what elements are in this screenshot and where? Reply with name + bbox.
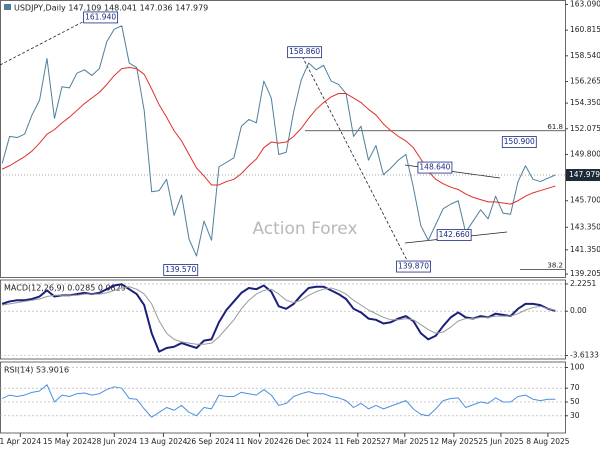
annotation-label: 150.900	[504, 137, 535, 146]
y-tick-label: 149.800	[570, 149, 600, 158]
annotation-box	[287, 46, 323, 59]
x-tick-label: 25 Jun 2025	[478, 437, 523, 446]
y-tick-label: 70	[570, 383, 580, 392]
rsi-panel	[0, 361, 566, 434]
annotation-label: 139.570	[165, 265, 196, 274]
price-panel	[0, 0, 566, 278]
annotation-label: 158.860	[289, 47, 320, 56]
annotation-box	[417, 161, 453, 174]
annotation: 142.660	[436, 229, 472, 241]
x-tick-label: 11 Nov 2024	[236, 437, 284, 446]
series-line	[1, 384, 556, 418]
annotation-label: 142.660	[439, 230, 470, 239]
macd-panel	[0, 279, 566, 360]
macd-title: MACD(12,26,9) 0.0285 0.0829	[4, 284, 126, 293]
x-tick-label: 28 Jun 2024	[92, 437, 137, 446]
y-tick-label: 158.540	[570, 51, 600, 60]
series-line	[2, 286, 556, 345]
y-tick-label: 143.350	[570, 222, 600, 231]
fib-label: 38.2	[547, 262, 563, 270]
y-tick-label: 2.2251	[570, 279, 596, 288]
chart-title: USDJPY,Daily 147.109 148.041 147.036 147…	[14, 4, 208, 13]
series-line	[1, 67, 556, 205]
watermark: Action Forex	[252, 219, 357, 239]
annotation-box	[436, 229, 472, 241]
annotation: 139.870	[396, 260, 431, 273]
y-tick-label: 30	[570, 411, 580, 420]
x-tick-label: 26 Dec 2024	[284, 437, 332, 446]
annotation: 150.900	[501, 136, 537, 148]
y-tick-label: 145.700	[570, 196, 600, 205]
y-tick-label: 163.090	[570, 0, 600, 8]
y-tick-label: -3.6133	[570, 350, 599, 359]
rsi-title: RSI(14) 53.9016	[4, 366, 69, 375]
y-tick-label: 100	[570, 363, 585, 372]
x-tick-label: 27 Mar 2025	[381, 437, 429, 446]
annotation-box	[163, 264, 199, 276]
last-price-tag	[566, 169, 600, 182]
series-line	[1, 25, 556, 257]
x-tick-label: 8 Aug 2025	[526, 437, 569, 446]
annotation: 158.860	[287, 46, 323, 59]
last-price-label: 147.979	[569, 170, 600, 179]
annotation: 148.640	[417, 161, 453, 174]
x-tick-label: 1 Apr 2024	[0, 437, 41, 446]
symbol-icon	[4, 4, 11, 10]
x-tick-label: 12 May 2025	[429, 437, 478, 446]
annotation-box	[501, 136, 537, 148]
annotation-label: 139.870	[398, 262, 429, 271]
x-tick-label: 26 Sep 2024	[187, 437, 235, 446]
annotation-box	[396, 260, 431, 273]
annotation-label: 148.640	[419, 163, 450, 172]
y-tick-label: 160.815	[570, 25, 600, 34]
y-tick-label: 0.00	[570, 306, 587, 315]
x-tick-label: 13 Aug 2024	[139, 437, 187, 446]
trend-line	[0, 13, 99, 66]
x-tick-label: 15 May 2024	[43, 437, 92, 446]
annotation-box	[83, 11, 119, 24]
y-tick-label: 152.075	[570, 124, 600, 133]
annotation: 139.570	[163, 264, 199, 276]
trend-line	[299, 51, 412, 269]
y-tick-label: 154.350	[570, 98, 600, 107]
y-tick-label: 50	[570, 397, 580, 406]
annotation-label: 161.940	[85, 12, 116, 21]
annotation: 161.940	[83, 11, 119, 24]
y-tick-label: 139.205	[570, 269, 600, 278]
y-tick-label: 156.265	[570, 76, 600, 85]
y-tick-label: 141.350	[570, 245, 600, 254]
x-tick-label: 11 Feb 2025	[334, 437, 381, 446]
fib-label: 61.8	[547, 123, 563, 131]
